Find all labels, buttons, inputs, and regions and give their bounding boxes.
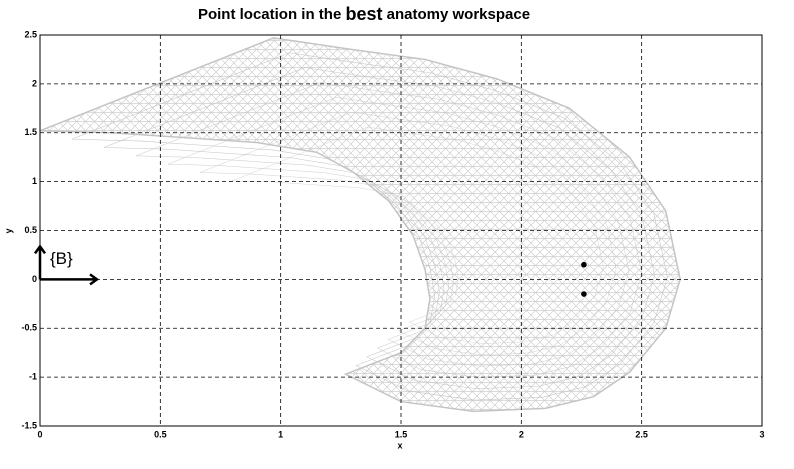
x-axis-label: x (397, 440, 402, 450)
y-tick-label: 0 (32, 274, 37, 284)
title-part: Point location in the (198, 6, 341, 23)
x-tick-label: 0 (37, 429, 42, 439)
point (581, 261, 587, 268)
x-tick-label: 2 (519, 429, 524, 439)
frame-arrow-y (33, 244, 47, 280)
x-tick-label: 0.5 (154, 429, 167, 439)
title-part: best (345, 4, 382, 24)
x-tick-label: 3 (759, 429, 764, 439)
y-tick-label: -0.5 (21, 323, 37, 333)
point (581, 291, 587, 297)
y-tick-label: 1 (32, 176, 37, 186)
y-tick-label: 2 (32, 78, 37, 88)
chart-title: Point location in the best anatomy works… (198, 4, 530, 24)
y-tick-label: 1.5 (24, 127, 37, 137)
y-axis-label: y (3, 228, 13, 233)
x-tick-label: 1 (278, 429, 283, 439)
frame-arrow-x (40, 273, 100, 286)
plot-frame (39, 34, 763, 427)
x-tick-label: 2.5 (635, 429, 648, 439)
y-tick-label: 2.5 (24, 29, 37, 39)
workspace-mesh (39, 37, 681, 413)
y-tick-label: 0.5 (24, 225, 37, 235)
frame-label: {B} (50, 249, 73, 268)
title-part: anatomy workspace (387, 6, 530, 23)
y-tick-label: -1 (29, 372, 37, 382)
x-tick-label: 1.5 (395, 429, 408, 439)
mesh-contour (231, 126, 604, 344)
y-tick-label: -1.5 (21, 420, 37, 430)
mesh-contour (199, 111, 617, 356)
